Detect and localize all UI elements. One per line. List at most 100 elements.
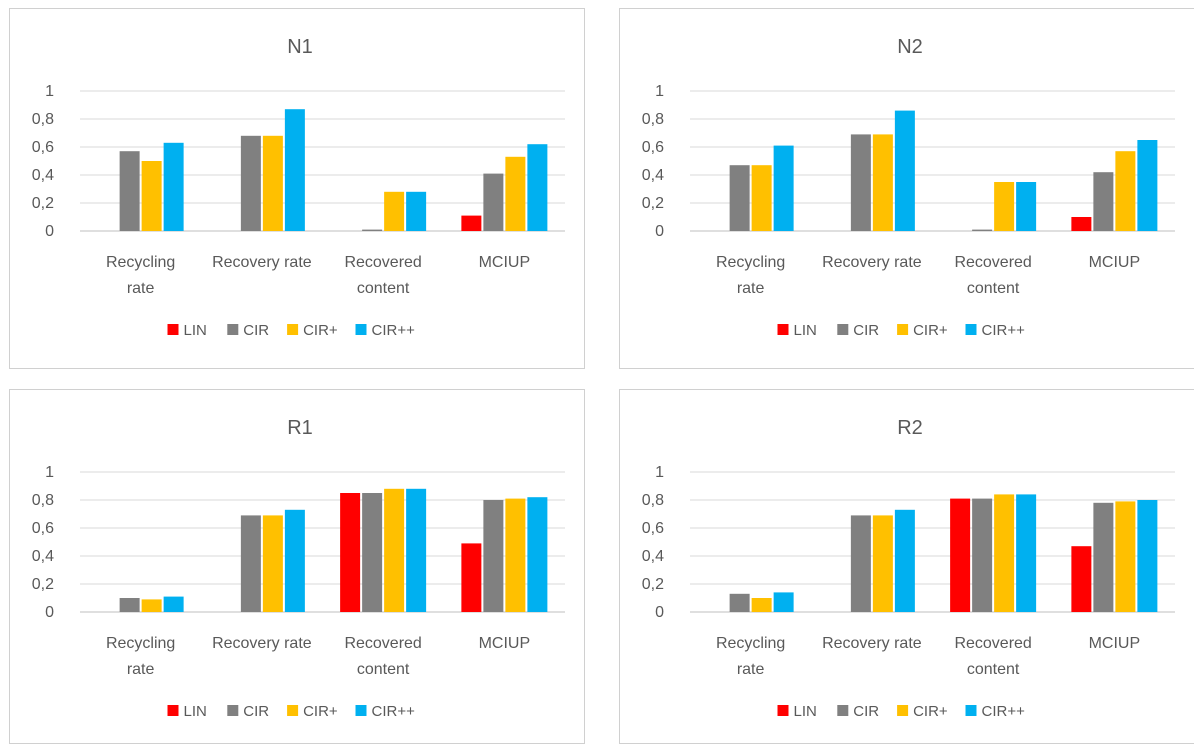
bar-cirplusplus-2 [894, 509, 915, 612]
chart-title: N1 [287, 36, 313, 58]
bar-cirplus-4 [1115, 501, 1136, 612]
bar-cirplusplus-1 [773, 592, 794, 612]
bar-cirplus-3 [994, 182, 1015, 231]
legend-label-cirplus: CIR+ [303, 322, 338, 339]
y-tick-label: 0,6 [642, 520, 664, 537]
y-tick-label: 1 [45, 83, 54, 100]
legend-swatch-cir [227, 324, 239, 335]
legend-swatch-cirplus [897, 324, 909, 335]
bar-cirplus-2 [872, 515, 893, 612]
y-tick-label: 0,2 [642, 576, 664, 593]
y-tick-label: 1 [655, 464, 664, 481]
category-label: Recycling rate [716, 254, 785, 297]
legend-label-cirplusplus: CIR++ [982, 703, 1026, 720]
bar-lin-3 [950, 498, 971, 612]
legend-swatch-lin [167, 705, 179, 716]
category-label: Recycling rate [716, 635, 785, 678]
bar-cirplus-1 [751, 165, 772, 231]
bar-cirplusplus-2 [284, 109, 305, 231]
category-label: MCIUP [1089, 254, 1141, 271]
bar-cir-4 [483, 173, 504, 231]
bar-cirplusplus-3 [406, 488, 427, 612]
bar-cirplus-2 [262, 135, 283, 231]
bar-cirplus-4 [505, 156, 526, 231]
bar-cirplusplus-4 [527, 497, 548, 612]
category-label: Recovery rate [212, 635, 312, 652]
chart-n2: N2 0 0,2 0,4 0,6 0,8 1 Recycling rate Recovery ra… [642, 36, 1175, 339]
bar-cir-4 [1093, 502, 1114, 612]
chart-r1: R1 0 0,2 0,4 0,6 0,8 1 Recycling rate Recovery ra… [32, 417, 565, 720]
bar-cirplus-1 [141, 161, 162, 231]
legend-swatch-cir [837, 324, 849, 335]
y-tick-label: 0,8 [642, 111, 664, 128]
bar-lin-4 [461, 215, 482, 231]
category-label: Recovered content [954, 254, 1031, 297]
category-label: Recycling rate [106, 635, 175, 678]
chart-r2: R2 0 0,2 0,4 0,6 0,8 1 Recycling rate Recovery ra… [642, 417, 1175, 720]
y-tick-label: 0,4 [32, 548, 54, 565]
bar-lin-4 [461, 543, 482, 612]
bar-cir-1 [119, 151, 140, 231]
bar-cirplusplus-4 [1137, 140, 1158, 231]
bar-cirplus-3 [384, 488, 405, 612]
legend-label-cir: CIR [853, 322, 879, 339]
legend-label-lin: LIN [184, 322, 207, 339]
y-tick-label: 1 [45, 464, 54, 481]
y-tick-label: 0,8 [642, 492, 664, 509]
legend-label-cir: CIR [243, 703, 269, 720]
legend-label-cir: CIR [853, 703, 879, 720]
chart-panel-r1: R1 0 0,2 0,4 0,6 0,8 1 Recycling rate Recovery ra… [9, 389, 585, 744]
bar-cir-3 [972, 498, 993, 612]
legend-swatch-cirplus [287, 705, 299, 716]
legend-swatch-cir [837, 705, 849, 716]
bar-cirplusplus-3 [1016, 182, 1037, 231]
category-label: Recycling rate [106, 254, 175, 297]
bar-cirplusplus-2 [894, 110, 915, 231]
y-tick-label: 0,8 [32, 111, 54, 128]
legend-swatch-cirplusplus [355, 324, 367, 335]
legend-swatch-cirplus [287, 324, 299, 335]
y-tick-label: 0,6 [642, 139, 664, 156]
y-tick-label: 0,2 [32, 195, 54, 212]
legend-swatch-lin [777, 324, 789, 335]
bar-cirplus-2 [262, 515, 283, 612]
bar-cir-4 [1093, 172, 1114, 231]
legend-swatch-cir [227, 705, 239, 716]
legend-swatch-lin [167, 324, 179, 335]
legend-swatch-cirplus [897, 705, 909, 716]
y-tick-label: 0,4 [32, 167, 54, 184]
y-tick-label: 0,4 [642, 548, 664, 565]
y-tick-label: 0 [655, 223, 664, 240]
bar-cir-3 [362, 493, 383, 612]
chart-n1: N1 0 0,2 0,4 0,6 0,8 1 Recycling rate Recovery ra… [32, 36, 565, 339]
bar-cir-2 [850, 515, 871, 612]
bar-cirplus-1 [141, 599, 162, 612]
legend-label-lin: LIN [794, 322, 817, 339]
bar-cir-1 [729, 165, 750, 231]
y-tick-label: 0,8 [32, 492, 54, 509]
bar-cir-2 [240, 515, 261, 612]
legend-label-cirplus: CIR+ [913, 703, 948, 720]
chart-title: N2 [897, 36, 923, 58]
category-label: Recovery rate [822, 254, 922, 271]
y-tick-label: 0,2 [642, 195, 664, 212]
chart-title: R2 [897, 417, 923, 439]
bar-lin-4 [1071, 217, 1092, 231]
legend-label-lin: LIN [184, 703, 207, 720]
bar-cirplus-3 [384, 191, 405, 231]
y-tick-label: 0 [45, 223, 54, 240]
legend-swatch-lin [777, 705, 789, 716]
bar-cirplusplus-4 [1137, 500, 1158, 612]
y-tick-label: 0,4 [642, 167, 664, 184]
legend-label-cir: CIR [243, 322, 269, 339]
legend-label-cirplusplus: CIR++ [982, 322, 1026, 339]
bar-cir-4 [483, 500, 504, 612]
chart-title: R1 [287, 417, 313, 439]
y-tick-label: 0 [655, 604, 664, 621]
y-tick-label: 1 [655, 83, 664, 100]
chart-panel-r2: R2 0 0,2 0,4 0,6 0,8 1 Recycling rate Recovery ra… [619, 389, 1194, 744]
bar-cirplus-4 [1115, 151, 1136, 231]
bar-cirplusplus-3 [406, 191, 427, 231]
legend-swatch-cirplusplus [355, 705, 367, 716]
bar-lin-4 [1071, 546, 1092, 612]
